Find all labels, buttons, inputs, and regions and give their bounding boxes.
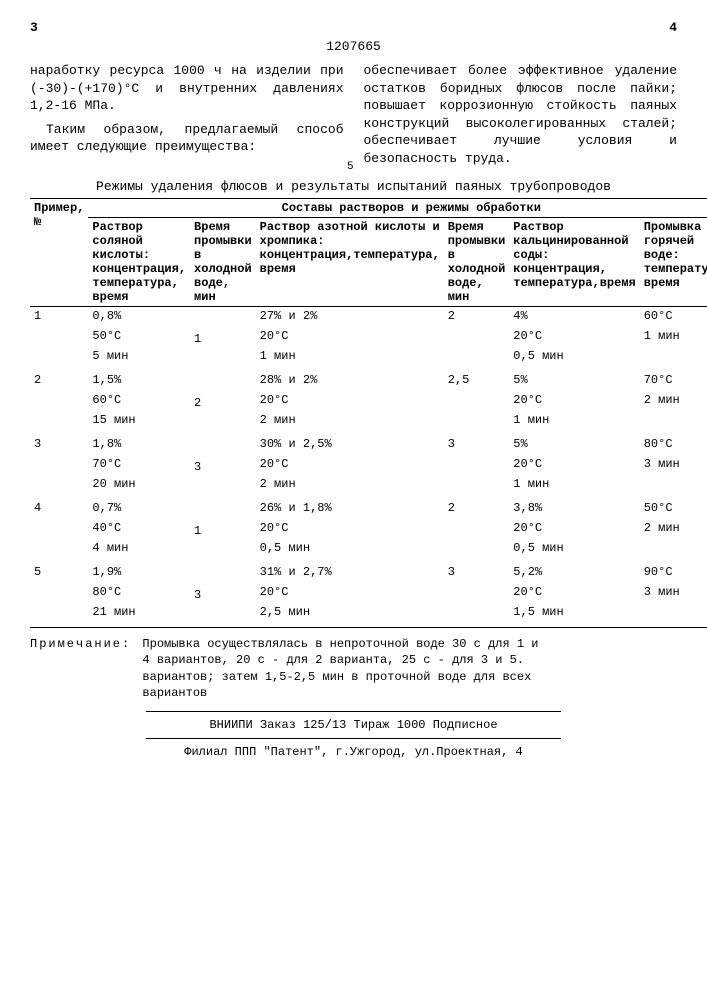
table-row: 10,8%50°С5 мин127% и 2%20°С1 мин24%20°С0… — [30, 307, 707, 372]
table-note: Примечание: Промывка осуществлялась в не… — [30, 636, 677, 701]
patent-number: 1207665 — [30, 39, 677, 54]
table-cell: 0,8%50°С5 мин — [88, 307, 190, 372]
table-cell: 3 — [30, 435, 88, 499]
table-cell: 60°С1 мин — [640, 307, 707, 372]
table-cell: 3 — [190, 563, 256, 628]
table-cell: 3,8%20°С0,5 мин — [509, 499, 639, 563]
table-row: 51,9%80°С21 мин331% и 2,7%20°С2,5 мин35,… — [30, 563, 707, 628]
table-cell: 5 — [30, 563, 88, 628]
data-table: Пример, № Составы растворов и режимы обр… — [30, 198, 707, 628]
column-side-mark: 5 — [347, 161, 354, 173]
table-cell: 26% и 1,8%20°С0,5 мин — [256, 499, 444, 563]
table-cell: 3 — [444, 435, 510, 499]
table-cell: 1,8%70°С20 мин — [88, 435, 190, 499]
table-row: 31,8%70°С20 мин330% и 2,5%20°С2 мин35%20… — [30, 435, 707, 499]
th-col-4: Время промывки в холодной воде, мин — [444, 218, 510, 307]
right-paragraph-1: обеспечивает более эффективное удаление … — [364, 62, 678, 167]
th-col-1: Раствор соляной кислоты: концентрация, т… — [88, 218, 190, 307]
header-page-numbers: 3 4 — [30, 20, 677, 35]
table-cell: 3 — [190, 435, 256, 499]
footer-line-2: Филиал ППП "Патент", г.Ужгород, ул.Проек… — [30, 745, 677, 759]
table-cell: 30% и 2,5%20°С2 мин — [256, 435, 444, 499]
table-cell: 2 — [190, 371, 256, 435]
table-cell: 70°С2 мин — [640, 371, 707, 435]
table-cell: 1 — [190, 499, 256, 563]
table-cell: 4 — [30, 499, 88, 563]
left-paragraph-2: Таким образом, предлагаемый способ имеет… — [30, 121, 344, 156]
table-cell: 2 — [444, 499, 510, 563]
th-example: Пример, № — [30, 199, 88, 307]
table-cell: 50°С2 мин — [640, 499, 707, 563]
page-right: 4 — [669, 20, 677, 35]
table-cell: 1 — [30, 307, 88, 372]
left-paragraph-1: наработку ресурса 1000 ч на изделии при … — [30, 62, 344, 115]
table-head: Пример, № Составы растворов и режимы обр… — [30, 199, 707, 307]
table-cell: 90°С3 мин — [640, 563, 707, 628]
table-cell: 1,5%60°С15 мин — [88, 371, 190, 435]
table-cell: 1 — [190, 307, 256, 372]
table-cell: 27% и 2%20°С1 мин — [256, 307, 444, 372]
th-col-6: Промывка в горячей воде: температура, вр… — [640, 218, 707, 307]
table-cell: 5%20°С1 мин — [509, 435, 639, 499]
table-cell: 2 — [30, 371, 88, 435]
page-left: 3 — [30, 20, 38, 35]
table-cell: 1,9%80°С21 мин — [88, 563, 190, 628]
note-text: Промывка осуществлялась в непроточной во… — [142, 636, 542, 701]
note-label: Примечание: — [30, 637, 131, 651]
th-col-3: Раствор азотной кислоты и хромпика: конц… — [256, 218, 444, 307]
table-cell: 0,7%40°С4 мин — [88, 499, 190, 563]
table-title: Режимы удаления флюсов и результаты испы… — [30, 179, 677, 194]
table-cell: 28% и 2%20°С2 мин — [256, 371, 444, 435]
table-cell: 2,5 — [444, 371, 510, 435]
table-cell: 5,2%20°С1,5 мин — [509, 563, 639, 628]
left-column: наработку ресурса 1000 ч на изделии при … — [30, 62, 344, 173]
table-cell: 2 — [444, 307, 510, 372]
th-col-5: Раствор кальцинированной соды: концентра… — [509, 218, 639, 307]
table-cell: 5%20°С1 мин — [509, 371, 639, 435]
table-row: 21,5%60°С15 мин228% и 2%20°С2 мин2,55%20… — [30, 371, 707, 435]
right-column: обеспечивает более эффективное удаление … — [364, 62, 678, 173]
table-cell: 4%20°С0,5 мин — [509, 307, 639, 372]
th-col-2: Время промывки в холодной воде, мин — [190, 218, 256, 307]
body-columns: наработку ресурса 1000 ч на изделии при … — [30, 62, 677, 173]
footer-line-1: ВНИИПИ Заказ 125/13 Тираж 1000 Подписное — [30, 718, 677, 732]
table-row: 40,7%40°С4 мин126% и 1,8%20°С0,5 мин23,8… — [30, 499, 707, 563]
table-cell: 80°С3 мин — [640, 435, 707, 499]
th-group: Составы растворов и режимы обработки — [88, 199, 707, 218]
table-cell: 31% и 2,7%20°С2,5 мин — [256, 563, 444, 628]
table-cell: 3 — [444, 563, 510, 628]
footer: ВНИИПИ Заказ 125/13 Тираж 1000 Подписное… — [30, 711, 677, 759]
table-body: 10,8%50°С5 мин127% и 2%20°С1 мин24%20°С0… — [30, 307, 707, 628]
